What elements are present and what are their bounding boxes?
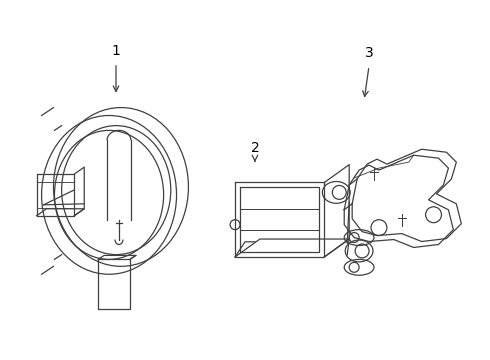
Text: 3: 3 <box>365 46 373 60</box>
Text: 2: 2 <box>250 141 259 155</box>
Text: 1: 1 <box>112 44 121 58</box>
